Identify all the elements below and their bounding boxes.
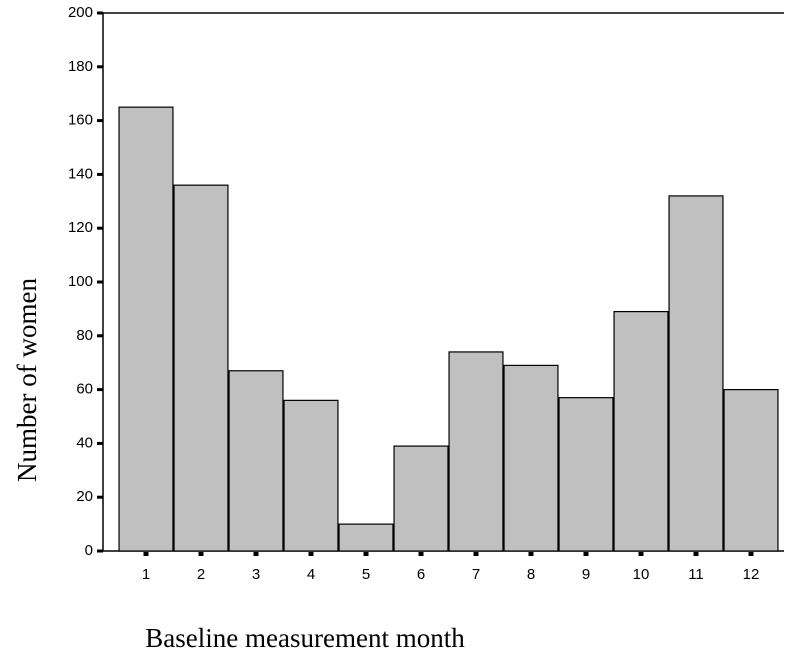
x-tick-label: 10 [633,566,650,583]
x-axis-title: Baseline measurement month [145,623,465,653]
x-tick [638,552,644,556]
bar [393,445,449,552]
y-axis-title: Number of women [12,278,42,482]
bar [503,364,559,552]
y-tick-label: 180 [68,58,93,75]
bar [613,310,669,552]
x-tick [693,552,699,556]
x-tick-label: 8 [527,566,535,583]
x-tick-label: 5 [362,566,370,583]
x-tick-label: 3 [252,566,260,583]
x-tick [528,552,534,556]
x-tick-label: 6 [417,566,425,583]
x-tick [143,552,149,556]
bar [558,397,614,552]
x-tick-label: 9 [582,566,590,583]
bar [118,106,174,552]
x-tick-label: 4 [307,566,315,583]
x-tick [363,552,369,556]
x-tick-label: 1 [142,566,150,583]
bar [173,184,229,552]
x-tick [583,552,589,556]
bar [668,195,724,552]
bar [338,523,394,552]
x-tick-label: 7 [472,566,480,583]
y-tick-label: 0 [85,542,93,559]
bar [283,399,339,552]
y-tick-label: 140 [68,165,93,182]
y-tick-label: 200 [68,4,93,21]
x-tick-label: 12 [743,566,760,583]
x-tick [198,552,204,556]
x-tick [748,552,754,556]
x-tick [308,552,314,556]
y-tick-label: 40 [76,434,93,451]
y-tick-label: 80 [76,327,93,344]
x-tick-label: 2 [197,566,205,583]
bar [228,370,284,552]
y-tick-label: 120 [68,219,93,236]
bar [448,351,504,552]
bar [723,389,779,552]
x-tick [473,552,479,556]
x-tick [418,552,424,556]
y-tick-label: 20 [76,488,93,505]
x-tick [253,552,259,556]
y-tick-label: 160 [68,112,93,129]
x-tick-label: 11 [688,566,704,583]
y-tick-label: 100 [68,273,93,290]
y-tick-label: 60 [76,381,93,398]
